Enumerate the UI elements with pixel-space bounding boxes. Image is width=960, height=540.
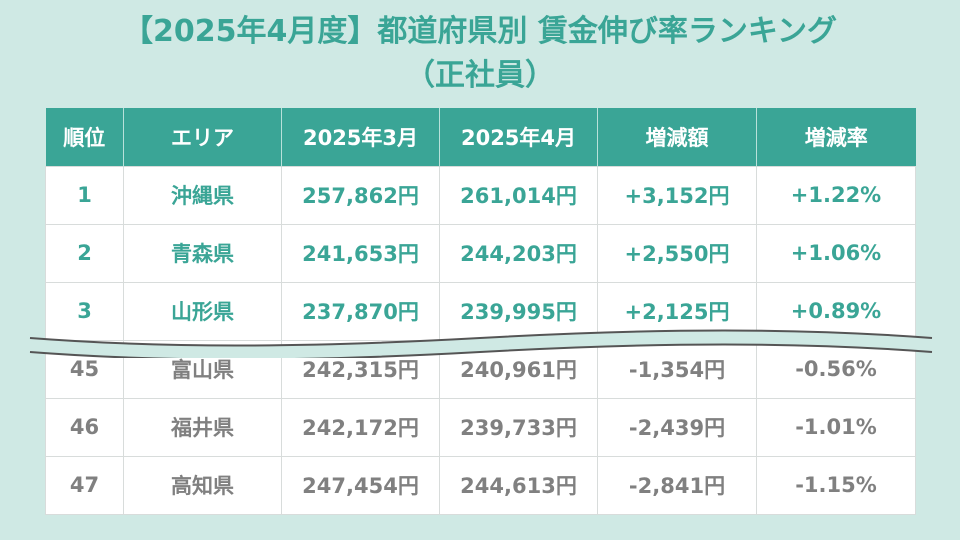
header-area: エリア [123, 108, 282, 166]
cell-april: 261,014円 [439, 165, 598, 225]
cell-april: 239,733円 [439, 397, 598, 457]
cell-change-amount: -2,439円 [597, 397, 757, 457]
table-row: 1 沖縄県 257,862円 261,014円 +3,152円 +1.22% [45, 165, 916, 225]
cell-change-amount: +2,125円 [597, 281, 757, 341]
cell-rank: 46 [45, 397, 124, 457]
cell-change-amount: +3,152円 [597, 165, 757, 225]
cell-rank: 3 [45, 281, 124, 341]
cell-march: 242,172円 [281, 397, 440, 457]
cell-change-rate: -0.56% [756, 339, 916, 399]
cell-area: 沖縄県 [123, 165, 282, 225]
cell-area: 青森県 [123, 223, 282, 283]
cell-change-amount: +2,550円 [597, 223, 757, 283]
cell-march: 237,870円 [281, 281, 440, 341]
table-row: 46 福井県 242,172円 239,733円 -2,439円 -1.01% [45, 397, 916, 457]
table-header-row: 順位 エリア 2025年3月 2025年4月 増減額 増減率 [45, 108, 916, 166]
header-march: 2025年3月 [281, 108, 440, 166]
cell-change-rate: -1.01% [756, 397, 916, 457]
cell-march: 247,454円 [281, 455, 440, 515]
page-subtitle: （正社員） [405, 58, 555, 93]
cell-change-rate: +0.89% [756, 281, 916, 341]
table-row: 2 青森県 241,653円 244,203円 +2,550円 +1.06% [45, 223, 916, 283]
table-row: 47 高知県 247,454円 244,613円 -2,841円 -1.15% [45, 455, 916, 515]
header-april: 2025年4月 [439, 108, 598, 166]
cell-rank: 2 [45, 223, 124, 283]
cell-area: 高知県 [123, 455, 282, 515]
ranking-table: 順位 エリア 2025年3月 2025年4月 増減額 増減率 1 沖縄県 257… [45, 108, 916, 515]
header-change-rate: 増減率 [756, 108, 916, 166]
cell-march: 257,862円 [281, 165, 440, 225]
cell-change-rate: -1.15% [756, 455, 916, 515]
cell-change-rate: +1.06% [756, 223, 916, 283]
cell-area: 富山県 [123, 339, 282, 399]
cell-area: 山形県 [123, 281, 282, 341]
cell-rank: 1 [45, 165, 124, 225]
page-title: 【2025年4月度】都道府県別 賃金伸び率ランキング [123, 14, 837, 49]
header-change-amount: 増減額 [597, 108, 757, 166]
cell-april: 244,203円 [439, 223, 598, 283]
cell-area: 福井県 [123, 397, 282, 457]
header-rank: 順位 [45, 108, 124, 166]
cell-change-rate: +1.22% [756, 165, 916, 225]
cell-rank: 45 [45, 339, 124, 399]
cell-change-amount: -1,354円 [597, 339, 757, 399]
table-row: 3 山形県 237,870円 239,995円 +2,125円 +0.89% [45, 281, 916, 341]
cell-april: 240,961円 [439, 339, 598, 399]
table-row: 45 富山県 242,315円 240,961円 -1,354円 -0.56% [45, 339, 916, 399]
cell-rank: 47 [45, 455, 124, 515]
cell-april: 239,995円 [439, 281, 598, 341]
cell-change-amount: -2,841円 [597, 455, 757, 515]
cell-march: 241,653円 [281, 223, 440, 283]
cell-march: 242,315円 [281, 339, 440, 399]
cell-april: 244,613円 [439, 455, 598, 515]
